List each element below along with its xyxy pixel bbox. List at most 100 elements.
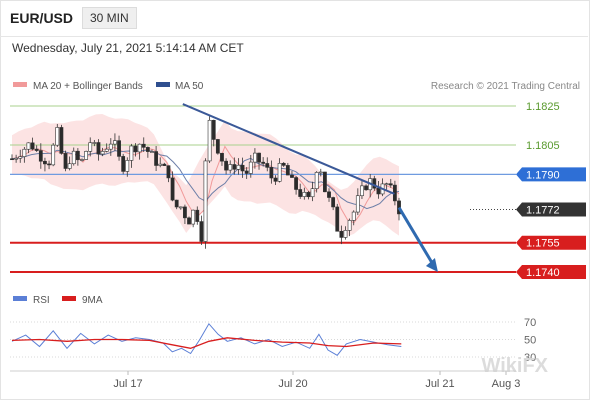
level-label-resistance-2: 1.1825	[526, 101, 560, 113]
candle-body	[14, 157, 19, 160]
bollinger-legend-label: MA 20 + Bollinger Bands	[33, 81, 143, 92]
candle-body	[113, 140, 117, 145]
candle-body	[203, 160, 208, 242]
candle-body	[178, 206, 183, 209]
candle-body	[129, 145, 134, 161]
candle-body	[80, 159, 84, 161]
candle-body	[294, 177, 298, 190]
timestamp-label: Wednesday, July 21, 2021 5:14:14 AM CET	[12, 41, 244, 55]
candle-body	[285, 165, 290, 176]
candle-body	[220, 152, 224, 162]
candle-body	[34, 148, 39, 151]
candle-body	[360, 185, 364, 197]
candle-body	[244, 170, 249, 174]
candle-body	[166, 165, 171, 179]
candle-body	[104, 148, 109, 152]
candle-body	[43, 160, 47, 165]
candle-body	[351, 211, 356, 221]
candle-body	[30, 142, 35, 150]
candle-body	[10, 158, 14, 161]
candle-body	[117, 140, 121, 157]
candle-body	[96, 142, 101, 155]
candle-body	[228, 164, 233, 171]
timeframe-button[interactable]: 30 MIN	[82, 7, 137, 29]
watermark-text: WikiFX	[482, 355, 549, 377]
candle-body	[376, 187, 381, 195]
candle-body	[187, 217, 191, 225]
candle-body	[232, 164, 237, 170]
x-tick-label: Jul 17	[113, 378, 142, 390]
bollinger-legend-swatch	[13, 82, 27, 87]
rsi-tick-label: 70	[524, 317, 536, 329]
candle-body	[75, 150, 80, 161]
candle-body	[59, 127, 64, 154]
candle-body	[125, 160, 130, 172]
nine-ma-legend-swatch	[62, 296, 76, 301]
candle-body	[273, 177, 278, 182]
level-tag-support-2	[516, 265, 586, 279]
level-tag-last-price	[516, 202, 586, 217]
rsi-legend-label: RSI	[33, 295, 50, 306]
candle-body	[388, 183, 393, 186]
candles	[10, 115, 401, 249]
candle-body	[199, 221, 204, 242]
candle-body	[150, 151, 154, 153]
level-label-resistance-1: 1.1805	[526, 140, 560, 152]
candle-body	[310, 188, 315, 198]
candle-body	[224, 160, 228, 171]
price-levels	[10, 105, 516, 273]
rsi-tick-label: 30	[524, 352, 536, 364]
candle-body	[38, 150, 43, 162]
candle-body	[298, 189, 303, 197]
candle-body	[248, 161, 253, 174]
candle-body	[51, 144, 56, 166]
candle-body	[347, 220, 352, 231]
candle-body	[269, 167, 274, 179]
candle-body	[108, 143, 113, 150]
credit-label: Research © 2021 Trading Central	[431, 81, 580, 92]
candle-body	[355, 195, 360, 213]
candle-body	[92, 142, 97, 144]
candle-body	[257, 152, 261, 163]
candle-body	[215, 139, 220, 154]
trendline	[182, 103, 395, 195]
rsi-panel: 70 50 30	[10, 317, 536, 364]
candle-body	[327, 191, 331, 198]
candle-body	[335, 206, 340, 232]
candle-body	[364, 185, 368, 191]
x-tick-label: Jul 21	[425, 378, 454, 390]
level-label-pivot: 1.1790	[526, 169, 560, 181]
candle-body	[137, 143, 142, 153]
candle-body	[121, 156, 126, 172]
candle-body	[162, 163, 167, 166]
trend-overlay	[182, 103, 438, 272]
x-tick-label: Jul 20	[278, 378, 307, 390]
candle-body	[84, 151, 89, 160]
candle-body	[18, 156, 23, 159]
candle-body	[277, 162, 282, 182]
candle-body	[154, 151, 158, 166]
rsi-tick-label: 50	[524, 335, 536, 347]
candle-body	[261, 161, 266, 164]
level-tag-support-1	[516, 235, 586, 250]
candle-body	[211, 119, 216, 140]
candle-body	[47, 163, 51, 166]
candle-body	[331, 197, 336, 208]
candle-body	[207, 119, 212, 162]
candle-body	[318, 171, 323, 174]
candle-body	[323, 171, 327, 193]
level-label-last-price: 1.1772	[526, 205, 560, 217]
candle-body	[67, 163, 72, 169]
candle-body	[145, 147, 150, 152]
rsi-series-rsi	[11, 322, 402, 356]
candle-body	[158, 163, 163, 166]
candle-body	[100, 151, 105, 155]
x-axis-ticks: Jul 17 Jul 20 Jul 21 Aug 3	[113, 371, 520, 390]
level-tag-pivot	[516, 167, 586, 182]
nine-ma-legend-label: 9MA	[82, 295, 103, 306]
candle-body	[55, 127, 60, 146]
forecast-arrow-shaft	[397, 206, 436, 267]
candle-body	[384, 183, 389, 185]
x-tick-label: Aug 3	[492, 378, 521, 390]
